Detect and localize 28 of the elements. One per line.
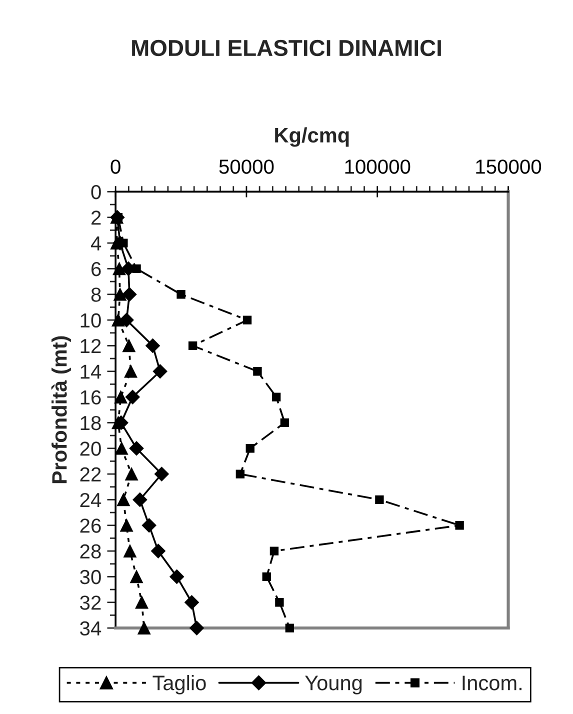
y-tick-label: 16 [80,390,101,405]
y-tick-label: 0 [91,184,101,200]
y-tick-label: 24 [80,492,102,507]
y-tick-label: 12 [80,338,101,354]
y-tick-label: 26 [80,518,101,533]
y-tick-label: 18 [80,416,101,430]
y-tick-label: 8 [91,288,101,302]
y-tick-label: 30 [80,570,101,584]
x-tick-label: 150000 [476,160,542,174]
y-tick-label: 28 [80,544,101,559]
y-tick-label: 6 [92,262,101,276]
x-tick-label: 100000 [345,160,410,174]
legend-label: Young [305,676,362,694]
y-tick-label: 2 [92,210,101,225]
legend-label: Taglio [152,675,206,694]
chart-title: MODULI ELASTICI DINAMICI [132,40,441,56]
x-axis-title: Kg/cmq [275,127,349,147]
y-tick-label: 22 [80,467,101,482]
y-tick-label: 10 [80,313,101,328]
y-tick-label: 34 [80,621,102,636]
y-tick-label: 4 [90,236,102,250]
x-tick-label: 0 [110,160,120,174]
y-tick-label: 14 [80,364,102,379]
y-axis-title: Profondità (mt) [51,336,71,484]
y-tick-label: 32 [80,596,101,610]
x-tick-label: 50000 [219,160,274,174]
legend-label: Incom. [462,676,522,690]
y-tick-label: 20 [80,442,101,456]
